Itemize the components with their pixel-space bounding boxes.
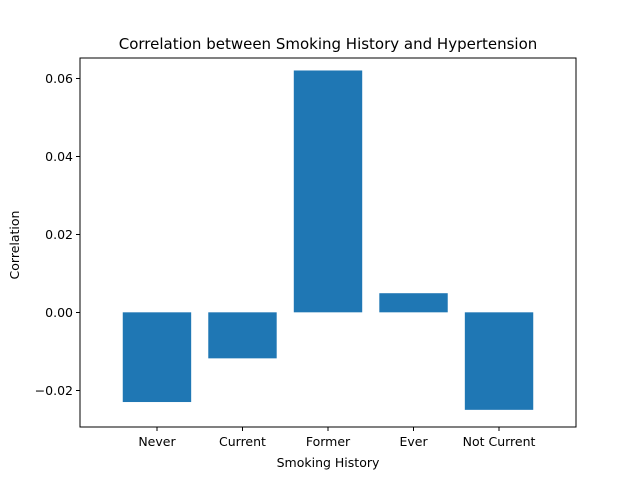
- x-axis-label: Smoking History: [277, 455, 380, 470]
- plot-area-frame: [79, 57, 577, 428]
- y-tick-label: 0.00: [45, 305, 73, 320]
- bar-former: [293, 70, 363, 313]
- bar-not-current: [464, 312, 534, 410]
- y-tick-label: 0.04: [45, 149, 73, 164]
- x-axis-ticks: Never Current Former Ever Not Current: [138, 427, 536, 449]
- x-tick-label: Ever: [399, 434, 428, 449]
- y-tick-label: −0.02: [35, 383, 73, 398]
- bars-group: [122, 70, 534, 410]
- y-axis-label: Correlation: [7, 211, 22, 280]
- x-tick-label: Current: [219, 434, 266, 449]
- x-tick-label: Former: [306, 434, 351, 449]
- bar-never: [122, 312, 192, 403]
- bar-ever: [379, 293, 448, 313]
- x-tick-label: Not Current: [463, 434, 536, 449]
- x-tick-label: Never: [138, 434, 176, 449]
- y-tick-label: 0.06: [45, 71, 73, 86]
- bar-current: [208, 312, 277, 359]
- y-tick-label: 0.02: [45, 227, 73, 242]
- y-axis-ticks: −0.02 0.00 0.02 0.04 0.06: [35, 71, 80, 398]
- chart-title: Correlation between Smoking History and …: [119, 35, 538, 53]
